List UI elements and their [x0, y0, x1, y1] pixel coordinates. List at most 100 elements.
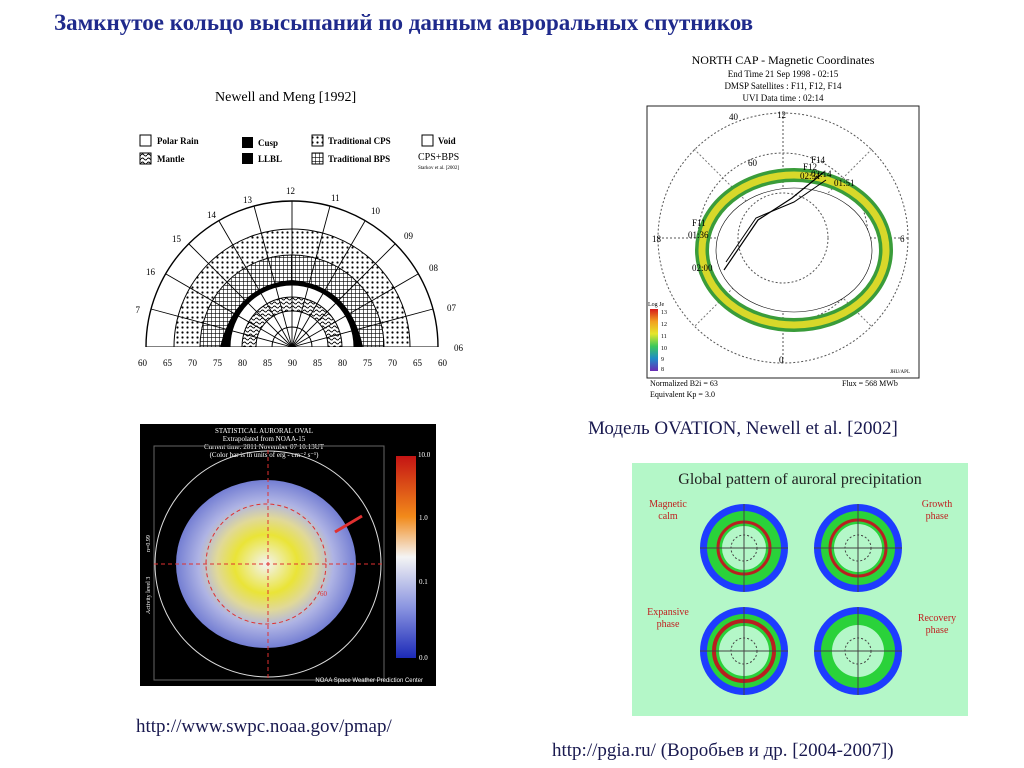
lat-label: 80 [338, 358, 348, 368]
hour-label: 06 [454, 343, 464, 353]
sat-label: 02:14 [811, 169, 832, 179]
noaa-header-line: STATISTICAL AURORAL OVAL [215, 427, 313, 435]
ovation-figure: NORTH CAP - Magnetic Coordinates End Tim… [646, 50, 921, 405]
phase-word: Magnetic [649, 499, 687, 510]
global-diagram-expansive [700, 607, 788, 695]
lat-label: 65 [163, 358, 173, 368]
ovation-end-time: End Time 21 Sep 1998 - 02:15 [728, 69, 839, 79]
phase-word: Recovery [918, 613, 956, 624]
legend-llbl: LLBL [258, 154, 282, 164]
phase-label-recovery: Recovery phase [918, 613, 956, 636]
phase-label-calm: Magnetic calm [649, 499, 687, 522]
legend-small-ref: Starkov et al. [2002] [418, 166, 459, 171]
noaa-lat-label: 60 [320, 590, 328, 598]
ovation-axis-labels: 12 0 18 6 40 60 F14 F12 02:14 01:51 F11 … [652, 110, 905, 365]
global-pattern-figure: Global pattern of auroral precipitation [632, 463, 968, 716]
phase-label-expansive: Expansive phase [647, 607, 689, 630]
noaa-colorbar-tick: 10.0 [418, 451, 431, 459]
ovation-credit: JHU/APL [890, 370, 910, 375]
sat-label: 01:51 [834, 178, 855, 188]
lat-label: 70 [188, 358, 198, 368]
legend-cps-bps: CPS+BPS [418, 152, 459, 163]
sat-label: F11 [692, 218, 706, 228]
lat-label: 75 [363, 358, 373, 368]
noaa-header-line: Current time: 2011 November 07 10:13UT [204, 443, 325, 451]
ovation-normalized: Normalized B2i = 63 [650, 379, 718, 388]
ovation-title: NORTH CAP - Magnetic Coordinates [692, 53, 875, 67]
colorbar-tick: 13 [661, 310, 667, 316]
ovation-flux: Flux = 568 MWb [842, 379, 898, 388]
legend-mantle: Mantle [157, 154, 185, 164]
phase-word: calm [658, 511, 678, 522]
sat-label: F14 [811, 155, 826, 165]
colorbar-tick: 10 [661, 346, 667, 352]
hour-label: 14 [207, 210, 217, 220]
ovation-caption: Модель OVATION, Newell et al. [2002] [588, 418, 898, 439]
global-diagram-growth [814, 504, 902, 592]
newell-semicircle [145, 200, 439, 347]
newell-hour-labels: 12 13 11 14 10 15 09 16 08 17 07 18 06 [135, 186, 464, 353]
ovation-polar-plot [657, 112, 909, 364]
hour-label: 15 [172, 234, 182, 244]
newell-heading: Newell and Meng [1992] [215, 90, 356, 105]
ovation-axis-left: 18 [652, 234, 662, 244]
ovation-satellites: DMSP Satellites : F11, F12, F14 [724, 81, 842, 91]
sat-label: F12 [803, 162, 817, 172]
colorbar-tick: 9 [661, 357, 664, 363]
hour-label: 13 [243, 195, 253, 205]
ovation-lat-40: 40 [729, 112, 739, 122]
newell-meng-figure: Newell and Meng [1992] Polar Rain Mantle… [135, 85, 480, 375]
legend-void: Void [438, 136, 456, 146]
sat-label: 02:31 [800, 171, 821, 181]
phase-word: phase [657, 619, 680, 630]
noaa-oval-figure: STATISTICAL AURORAL OVAL Extrapolated fr… [140, 424, 436, 686]
hour-label: 08 [429, 263, 439, 273]
sat-label: 02:00 [692, 263, 713, 273]
legend-cusp: Cusp [258, 138, 278, 148]
lat-label: 70 [388, 358, 398, 368]
phase-word: phase [926, 511, 949, 522]
legend-polar-rain: Polar Rain [157, 136, 199, 146]
global-caption[interactable]: http://pgia.ru/ (Воробьев и др. [2004-20… [552, 740, 894, 761]
lat-label: 80 [238, 358, 248, 368]
ovation-colorbar-title: Log Je [648, 302, 665, 308]
colorbar-tick: 11 [661, 334, 667, 340]
hour-label: 11 [331, 193, 340, 203]
ovation-lat-60: 60 [748, 158, 758, 168]
phase-word: phase [926, 625, 949, 636]
ovation-axis-right: 6 [900, 234, 905, 244]
lat-label: 90 [288, 358, 298, 368]
noaa-colorbar-tick: 0.0 [419, 654, 428, 662]
ovation-kp: Equivalent Kp = 3.0 [650, 390, 715, 399]
hour-label: 10 [371, 206, 381, 216]
newell-lat-labels: 60 65 70 75 80 85 90 85 80 75 70 65 60 [138, 358, 448, 368]
newell-legend: Polar Rain Mantle Cusp LLBL Traditional … [139, 134, 459, 171]
lat-label: 85 [313, 358, 323, 368]
lat-label: 60 [138, 358, 148, 368]
noaa-left-label: n=0.99 [146, 535, 152, 552]
global-diagram-recovery [814, 607, 902, 695]
hour-label: 07 [447, 303, 457, 313]
hour-label: 16 [146, 267, 156, 277]
ovation-axis-bottom: 0 [779, 355, 784, 365]
noaa-header-line: (Color bar is in units of erg - cm⁻² s⁻¹… [210, 451, 320, 459]
ovation-axis-top: 12 [777, 110, 786, 120]
phase-word: Growth [922, 499, 953, 510]
hour-label: 09 [404, 231, 414, 241]
colorbar-tick: 8 [661, 367, 664, 373]
global-diagram-calm [700, 504, 788, 592]
ovation-uvi-time: UVI Data time : 02:14 [743, 93, 824, 103]
noaa-colorbar-tick: 0.1 [419, 578, 428, 586]
noaa-footer: NOAA Space Weather Prediction Center [315, 678, 423, 684]
global-phase-labels: Magnetic calm Growth phase Expansive phase … [647, 499, 956, 636]
lat-label: 60 [438, 358, 448, 368]
hour-label: 17 [135, 305, 141, 315]
noaa-header-line: Extrapolated from NOAA-15 [223, 435, 306, 443]
noaa-colorbar [396, 456, 416, 658]
lat-label: 85 [263, 358, 273, 368]
noaa-left-label: Activity level 3 [146, 577, 152, 614]
noaa-caption[interactable]: http://www.swpc.noaa.gov/pmap/ [136, 716, 392, 737]
noaa-colorbar-tick: 1.0 [419, 514, 428, 522]
phase-word: Expansive [647, 607, 689, 618]
colorbar-tick: 12 [661, 322, 667, 328]
